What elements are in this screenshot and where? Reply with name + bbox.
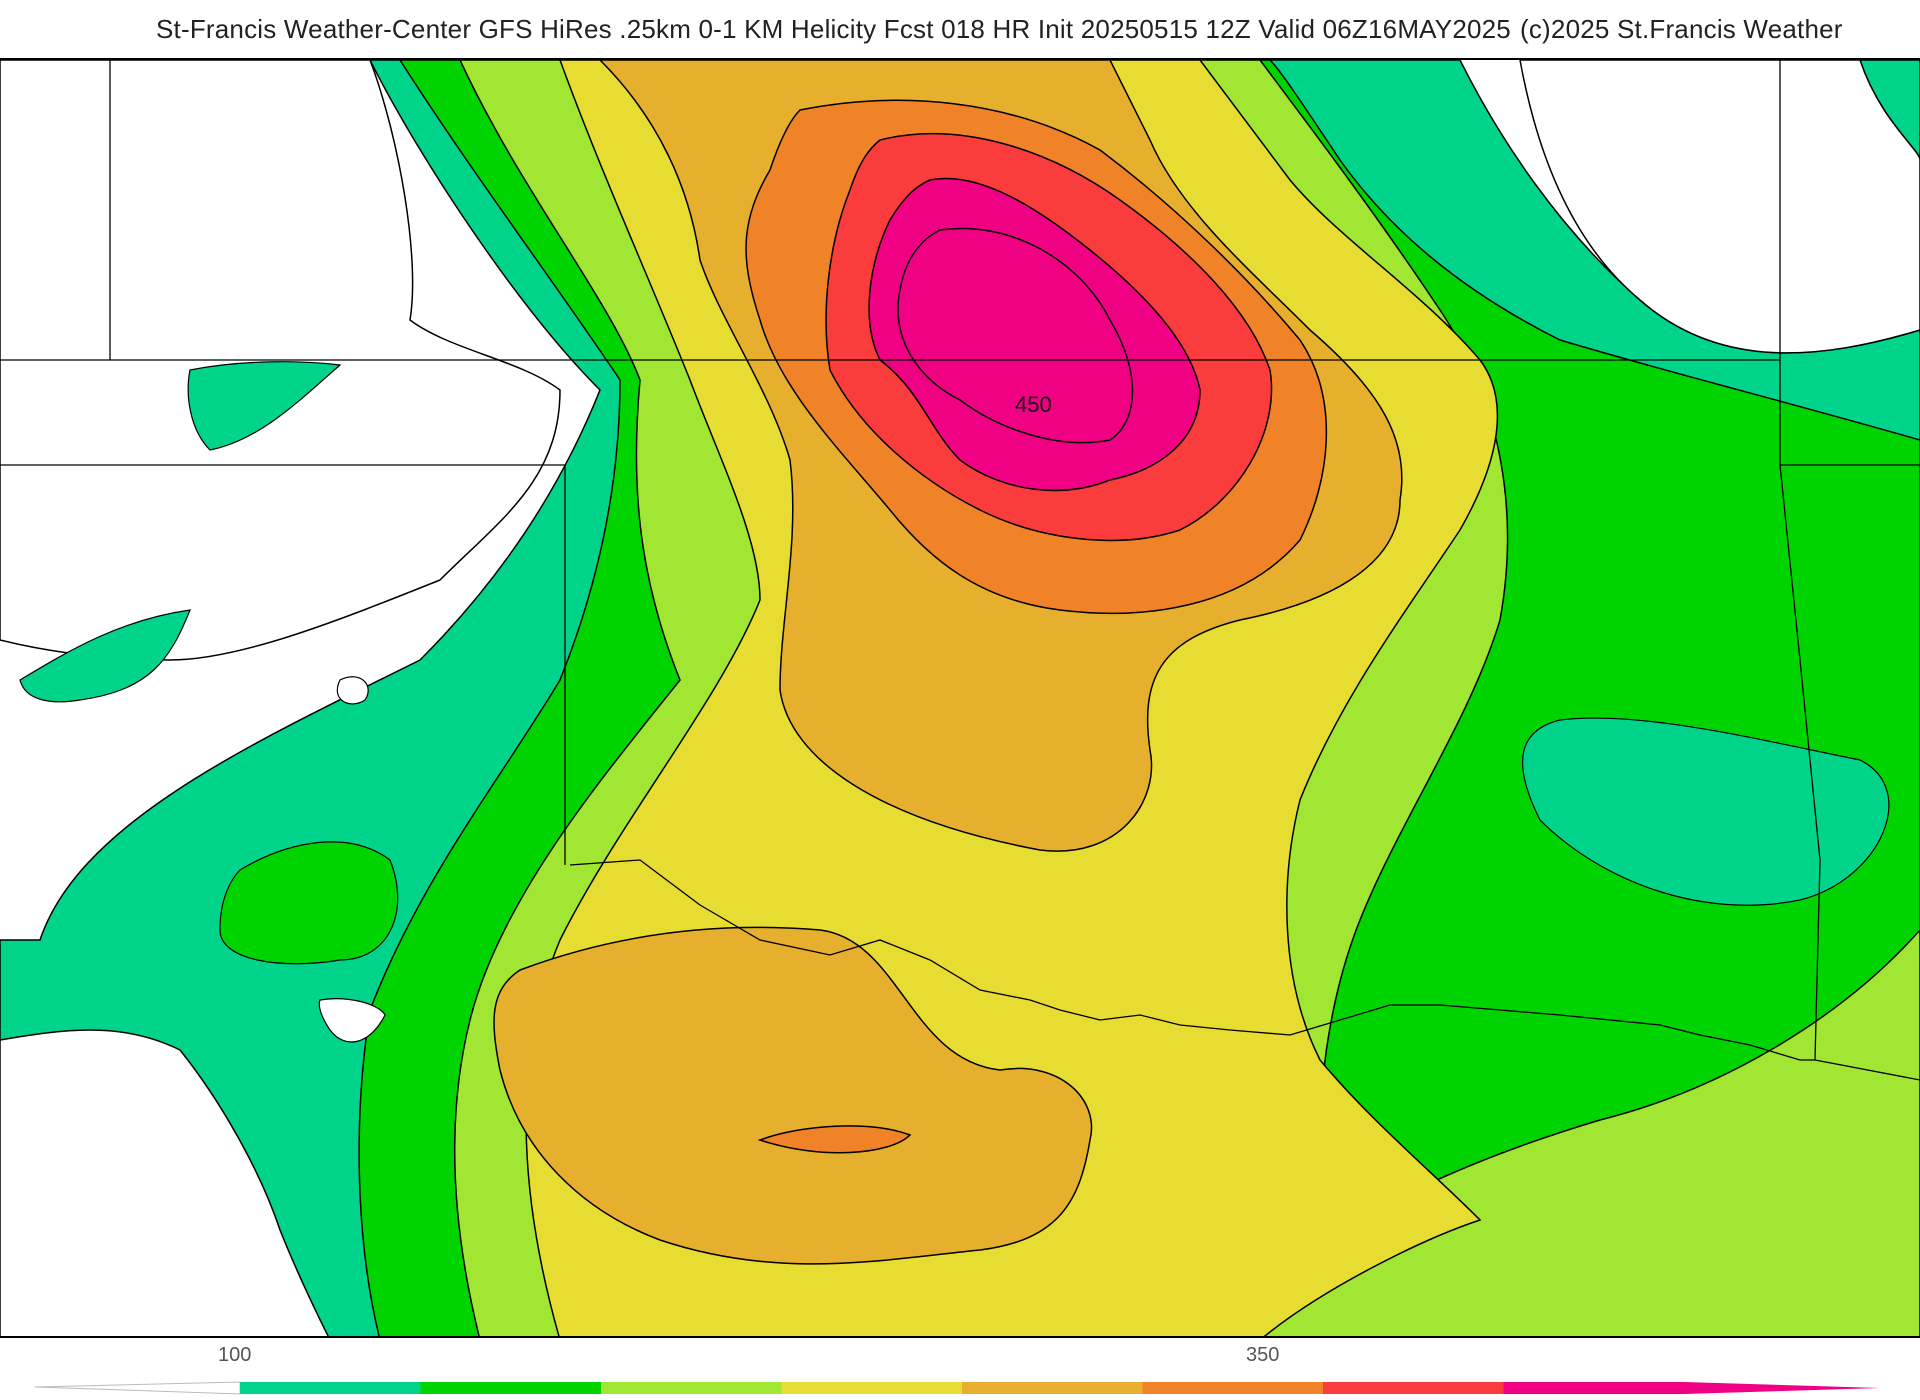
helicity-map-canvas: 450 [0,60,1920,1336]
teal-pocket-2 [19,609,191,703]
map-title-bar: St-Francis Weather-Center GFS HiRes .25k… [0,14,1920,54]
colorbar-segment-4 [781,1382,963,1394]
low-helicity-area-northeast [1519,60,1920,354]
colorbar-segment-2 [420,1382,602,1394]
river-boundary [569,859,1815,1061]
contour-label-450: 450 [1015,392,1052,417]
low-helicity-area-southwest [0,1029,329,1336]
helicity-band-8 [868,177,1201,492]
state-boundary-3 [0,464,566,865]
colorbar-segments [240,1382,1685,1394]
helicity-band-5-south [493,926,1093,1265]
colorbar-arrow-left [34,1381,241,1395]
colorbar-segment-5 [962,1382,1143,1394]
colorbar-tick-350: 350 [1246,1344,1280,1366]
white-pocket-2 [318,998,386,1043]
contour-line-450 [897,227,1134,444]
helicity-map: 450 [0,58,1920,1338]
colorbar: 100 350 [0,1340,1920,1400]
colorbar-arrow-right [1684,1382,1880,1394]
colorbar-segment-3 [601,1382,782,1394]
colorbar-strip [34,1381,1880,1395]
colorbar-segment-7 [1323,1382,1504,1394]
helicity-band-6-south [757,1125,912,1154]
teal-pocket-1 [187,361,342,451]
copyright-notice: (c)2025 St.Francis Weather [1520,14,1843,44]
colorbar-tick-100: 100 [218,1344,252,1366]
colorbar-segment-6 [1142,1382,1324,1394]
colorbar-segment-1 [240,1382,421,1394]
map-title: St-Francis Weather-Center GFS HiRes .25k… [156,14,1511,44]
white-pocket-1 [336,676,369,705]
teal-pocket-east [1522,717,1890,906]
green-pocket-west [219,841,399,965]
colorbar-segment-8 [1503,1382,1685,1394]
state-boundary-5 [1779,464,1920,1081]
